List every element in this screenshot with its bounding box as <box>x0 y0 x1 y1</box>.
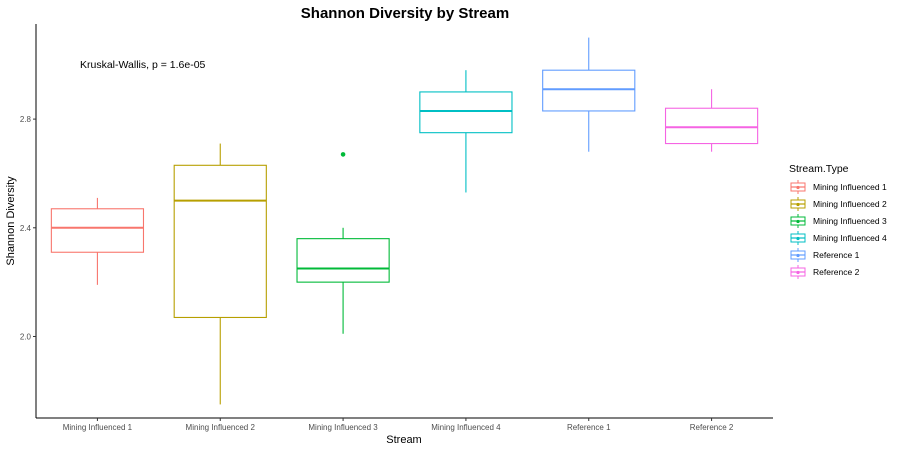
iqr-box <box>173 164 267 319</box>
y-tick-label: 2.8 <box>20 115 32 124</box>
box-4 <box>419 70 513 193</box>
x-tick-label: Mining Influenced 2 <box>186 423 256 432</box>
x-tick-label: Mining Influenced 1 <box>63 423 133 432</box>
legend-key-point <box>796 253 800 258</box>
x-axis-title: Stream <box>386 434 421 446</box>
legend-key <box>790 197 806 211</box>
legend-label: Reference 2 <box>813 267 860 277</box>
legend-key <box>790 248 806 262</box>
x-tick-label: Reference 1 <box>567 423 611 432</box>
iqr-box <box>419 91 513 134</box>
box-1 <box>50 197 145 285</box>
legend-label: Mining Influenced 1 <box>813 182 887 192</box>
legend-key-point <box>796 219 800 224</box>
legend-label: Mining Influenced 4 <box>813 233 887 243</box>
iqr-box <box>664 107 759 145</box>
chart-title: Shannon Diversity by Stream <box>301 5 509 22</box>
legend-key-point <box>796 185 800 190</box>
outlier-point <box>340 152 346 157</box>
y-tick-label: 2.0 <box>20 332 32 341</box>
legend-key <box>790 265 806 279</box>
kruskal-wallis-annotation: Kruskal-Wallis, p = 1.6e-05 <box>80 59 206 71</box>
plot-area <box>50 37 759 405</box>
legend-title: Stream.Type <box>789 163 849 175</box>
legend-key <box>790 180 806 194</box>
legend-key <box>790 231 806 245</box>
x-tick-label: Reference 2 <box>690 423 734 432</box>
legend-key-point <box>796 202 800 207</box>
box-5 <box>542 37 636 152</box>
legend: Stream.Type Mining Influenced 1 Mining In… <box>789 163 887 279</box>
legend-label: Mining Influenced 2 <box>813 199 887 209</box>
box-3 <box>296 152 390 334</box>
box-2 <box>173 143 267 405</box>
x-axis-ticks: Mining Influenced 1 Mining Influenced 2 Mi… <box>63 418 734 432</box>
y-axis-ticks: 2.0 2.4 2.8 <box>20 115 36 341</box>
legend-label: Mining Influenced 3 <box>813 216 887 226</box>
legend-key-point <box>796 270 800 275</box>
iqr-box <box>542 69 636 112</box>
iqr-box <box>50 208 145 253</box>
y-tick-label: 2.4 <box>20 224 32 233</box>
legend-label: Reference 1 <box>813 250 860 260</box>
y-axis-title: Shannon Diversity <box>5 176 17 266</box>
legend-key-point <box>796 236 800 241</box>
legend-key <box>790 214 806 228</box>
x-tick-label: Mining Influenced 3 <box>308 423 378 432</box>
box-6 <box>664 89 759 152</box>
iqr-box <box>296 238 390 283</box>
x-tick-label: Mining Influenced 4 <box>431 423 501 432</box>
